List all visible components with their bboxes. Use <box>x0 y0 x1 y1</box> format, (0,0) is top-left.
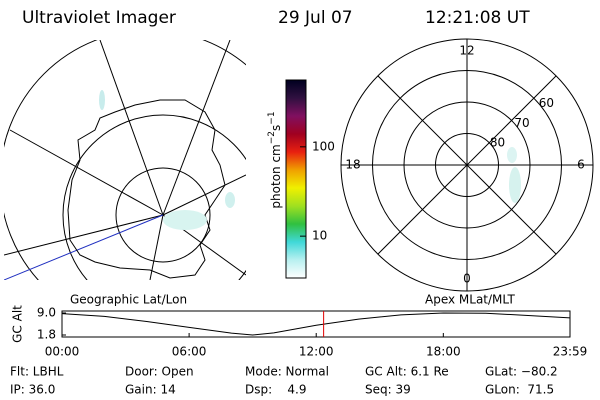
meridian <box>4 214 164 256</box>
colorbar-label: photon cm−2s−1 <box>267 111 283 208</box>
altitude-line <box>61 312 571 336</box>
lat-circle <box>403 101 531 229</box>
lat-label: 60 <box>539 96 554 110</box>
meridian <box>162 40 231 216</box>
exponent: −2 <box>267 131 277 144</box>
x-tick-label: 18:00 <box>426 345 461 359</box>
colorbar-tick-label: 100 <box>312 139 335 153</box>
aurora <box>225 192 235 208</box>
track <box>4 214 164 280</box>
aurora <box>163 210 207 230</box>
x-tick-label: 06:00 <box>172 345 207 359</box>
lat-circle <box>435 133 499 197</box>
lat-label: 80 <box>490 136 505 150</box>
status-field: IP: 36.0 <box>10 383 55 397</box>
status-field: GLat: −80.2 <box>485 365 558 379</box>
lat-circle <box>372 70 562 260</box>
meridian <box>162 174 246 216</box>
exponent: −1 <box>267 111 277 124</box>
colorbar-gradient <box>285 79 307 279</box>
coastline <box>67 99 226 279</box>
status: Flt: LBHL Door: Open Mode: Normal GC Alt: 6… <box>10 365 558 397</box>
y-axis-label: GC Alt <box>11 305 25 343</box>
status-field: Mode: Normal <box>245 365 329 379</box>
colorbar: photon cm−2s−1 10 100 <box>267 79 335 279</box>
meridian <box>9 129 164 216</box>
meridian <box>149 214 164 280</box>
status-field: Dsp: 4.9 <box>245 383 307 397</box>
lat-circle <box>62 114 246 280</box>
x-tick-label: 00:00 <box>45 345 80 359</box>
polar-map: 60 70 80 12 6 18 0 <box>340 38 594 292</box>
geo-title: Geographic Lat/Lon <box>70 293 187 307</box>
date: 29 Jul 07 <box>278 8 353 28</box>
aurora <box>507 147 517 163</box>
mlt-label: 18 <box>345 158 360 172</box>
status-field: Flt: LBHL <box>10 365 64 379</box>
unit: s <box>269 125 283 131</box>
aurora <box>509 167 521 203</box>
unit: photon cm <box>269 144 283 208</box>
aurora <box>99 90 105 110</box>
lat-circle <box>115 167 211 263</box>
x-tick-label: 23:59 <box>553 345 588 359</box>
title: Ultraviolet Imager <box>22 8 176 28</box>
x-tick-label: 12:00 <box>299 345 334 359</box>
status-field: Seq: 39 <box>365 383 411 397</box>
lat-label: 70 <box>514 116 529 130</box>
colorbar-tick-label: 10 <box>312 229 327 243</box>
status-field: GLon: 71.5 <box>485 383 554 397</box>
status-field: Gain: 14 <box>125 383 176 397</box>
meridian <box>99 40 164 216</box>
geo-map <box>4 40 246 280</box>
altitude-panel: GC Alt 9.0 1.8 00:00 06:00 12:00 18:00 23:59 <box>11 305 588 359</box>
y-tick-label: 1.8 <box>37 328 56 342</box>
status-field: Door: Open <box>125 365 194 379</box>
status-field: GC Alt: 6.1 Re <box>365 365 449 379</box>
mlt-label: 6 <box>577 158 585 172</box>
time: 12:21:08 UT <box>425 8 530 28</box>
mlt-label: 0 <box>463 272 471 286</box>
polar-title: Apex MLat/MLT <box>425 293 515 307</box>
y-tick-label: 9.0 <box>37 306 56 320</box>
mlt-label: 12 <box>459 44 474 58</box>
